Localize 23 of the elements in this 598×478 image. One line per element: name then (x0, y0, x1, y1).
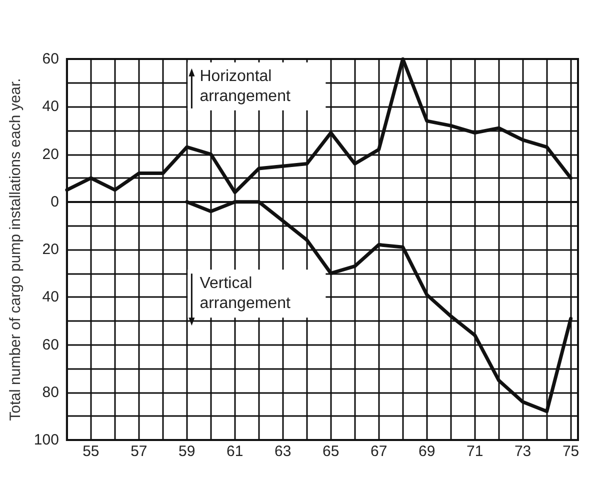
y-tick-label: 20 (42, 146, 59, 163)
x-tick-label: 57 (130, 443, 148, 460)
x-tick-label: 61 (226, 443, 244, 460)
text: Vertical arrangement (200, 275, 291, 312)
x-tick-label: 71 (466, 443, 484, 460)
x-tick-label: 59 (178, 443, 196, 460)
x-tick-label: 55 (82, 443, 100, 460)
x-tick-label: 69 (418, 443, 436, 460)
x-tick-label: 73 (514, 443, 532, 460)
y-tick-label: 60 (42, 336, 59, 354)
y-tick-label: 0 (50, 193, 59, 210)
y-tick-label: 40 (42, 98, 59, 116)
x-tick-label: 63 (274, 443, 292, 460)
y-tick-label: 20 (42, 241, 59, 258)
x-tick-label: 65 (322, 443, 340, 460)
y-tick-label: 100 (34, 432, 59, 448)
y-tick-label: 60 (42, 50, 59, 68)
legend-label: Horizontal arrangement (200, 68, 291, 105)
x-tick-label: 67 (370, 443, 388, 460)
y-tick-label: 80 (42, 384, 59, 401)
x-tick-label: 75 (562, 443, 580, 460)
y-tick-label: 40 (42, 288, 59, 306)
y-axis-title: Total number of cargo pump installations each year. (7, 78, 24, 421)
